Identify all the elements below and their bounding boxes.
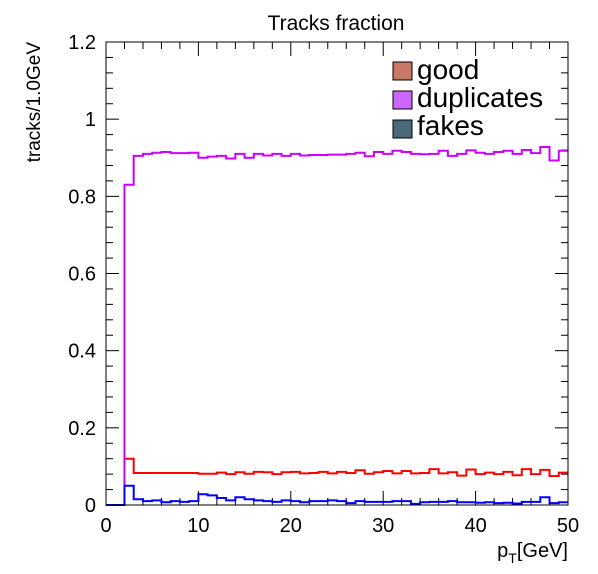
chart-title: Tracks fraction — [268, 12, 405, 35]
series-line-fakes — [106, 484, 568, 506]
legend-label-duplicates: duplicates — [417, 82, 543, 113]
tick-labels-layer: 0 10 20 30 40 50 0 0.2 0.4 0.6 0.8 1 1.2 — [68, 32, 579, 537]
x-axis-label-main: p — [497, 540, 508, 562]
x-tick-label-0: 0 — [100, 515, 111, 537]
y-tick-label-6: 1.2 — [68, 32, 96, 54]
series-layer — [106, 145, 568, 506]
plot-frame — [105, 41, 569, 506]
series-line-duplicates — [106, 145, 568, 506]
legend-swatch-fakes — [392, 119, 413, 139]
x-tick-label-3: 30 — [372, 515, 394, 537]
legend-label-good: good — [417, 54, 479, 85]
y-tick-label-3: 0.6 — [68, 264, 96, 286]
series-line-good — [106, 457, 568, 506]
x-tick-label-1: 10 — [187, 515, 209, 537]
x-axis-label: pT[GeV] — [497, 540, 568, 566]
y-tick-label-0: 0 — [85, 495, 96, 517]
y-tick-label-5: 1 — [85, 109, 96, 131]
x-tick-label-2: 20 — [280, 515, 302, 537]
y-tick-label-1: 0.2 — [68, 418, 96, 440]
y-tick-label-2: 0.4 — [68, 341, 96, 363]
legend-label-fakes: fakes — [417, 110, 484, 141]
x-axis-label-subscript: T — [508, 550, 517, 566]
x-tick-label-5: 50 — [557, 515, 579, 537]
x-tick-label-4: 40 — [464, 515, 486, 537]
y-tick-label-4: 0.8 — [68, 186, 96, 208]
legend-swatch-good — [392, 61, 413, 81]
legend-swatch-duplicates — [392, 90, 413, 110]
legend: good duplicates fakes — [392, 54, 543, 141]
y-axis-label: tracks/1.0GeV — [24, 42, 45, 163]
x-axis-label-unit: [GeV] — [517, 540, 568, 562]
